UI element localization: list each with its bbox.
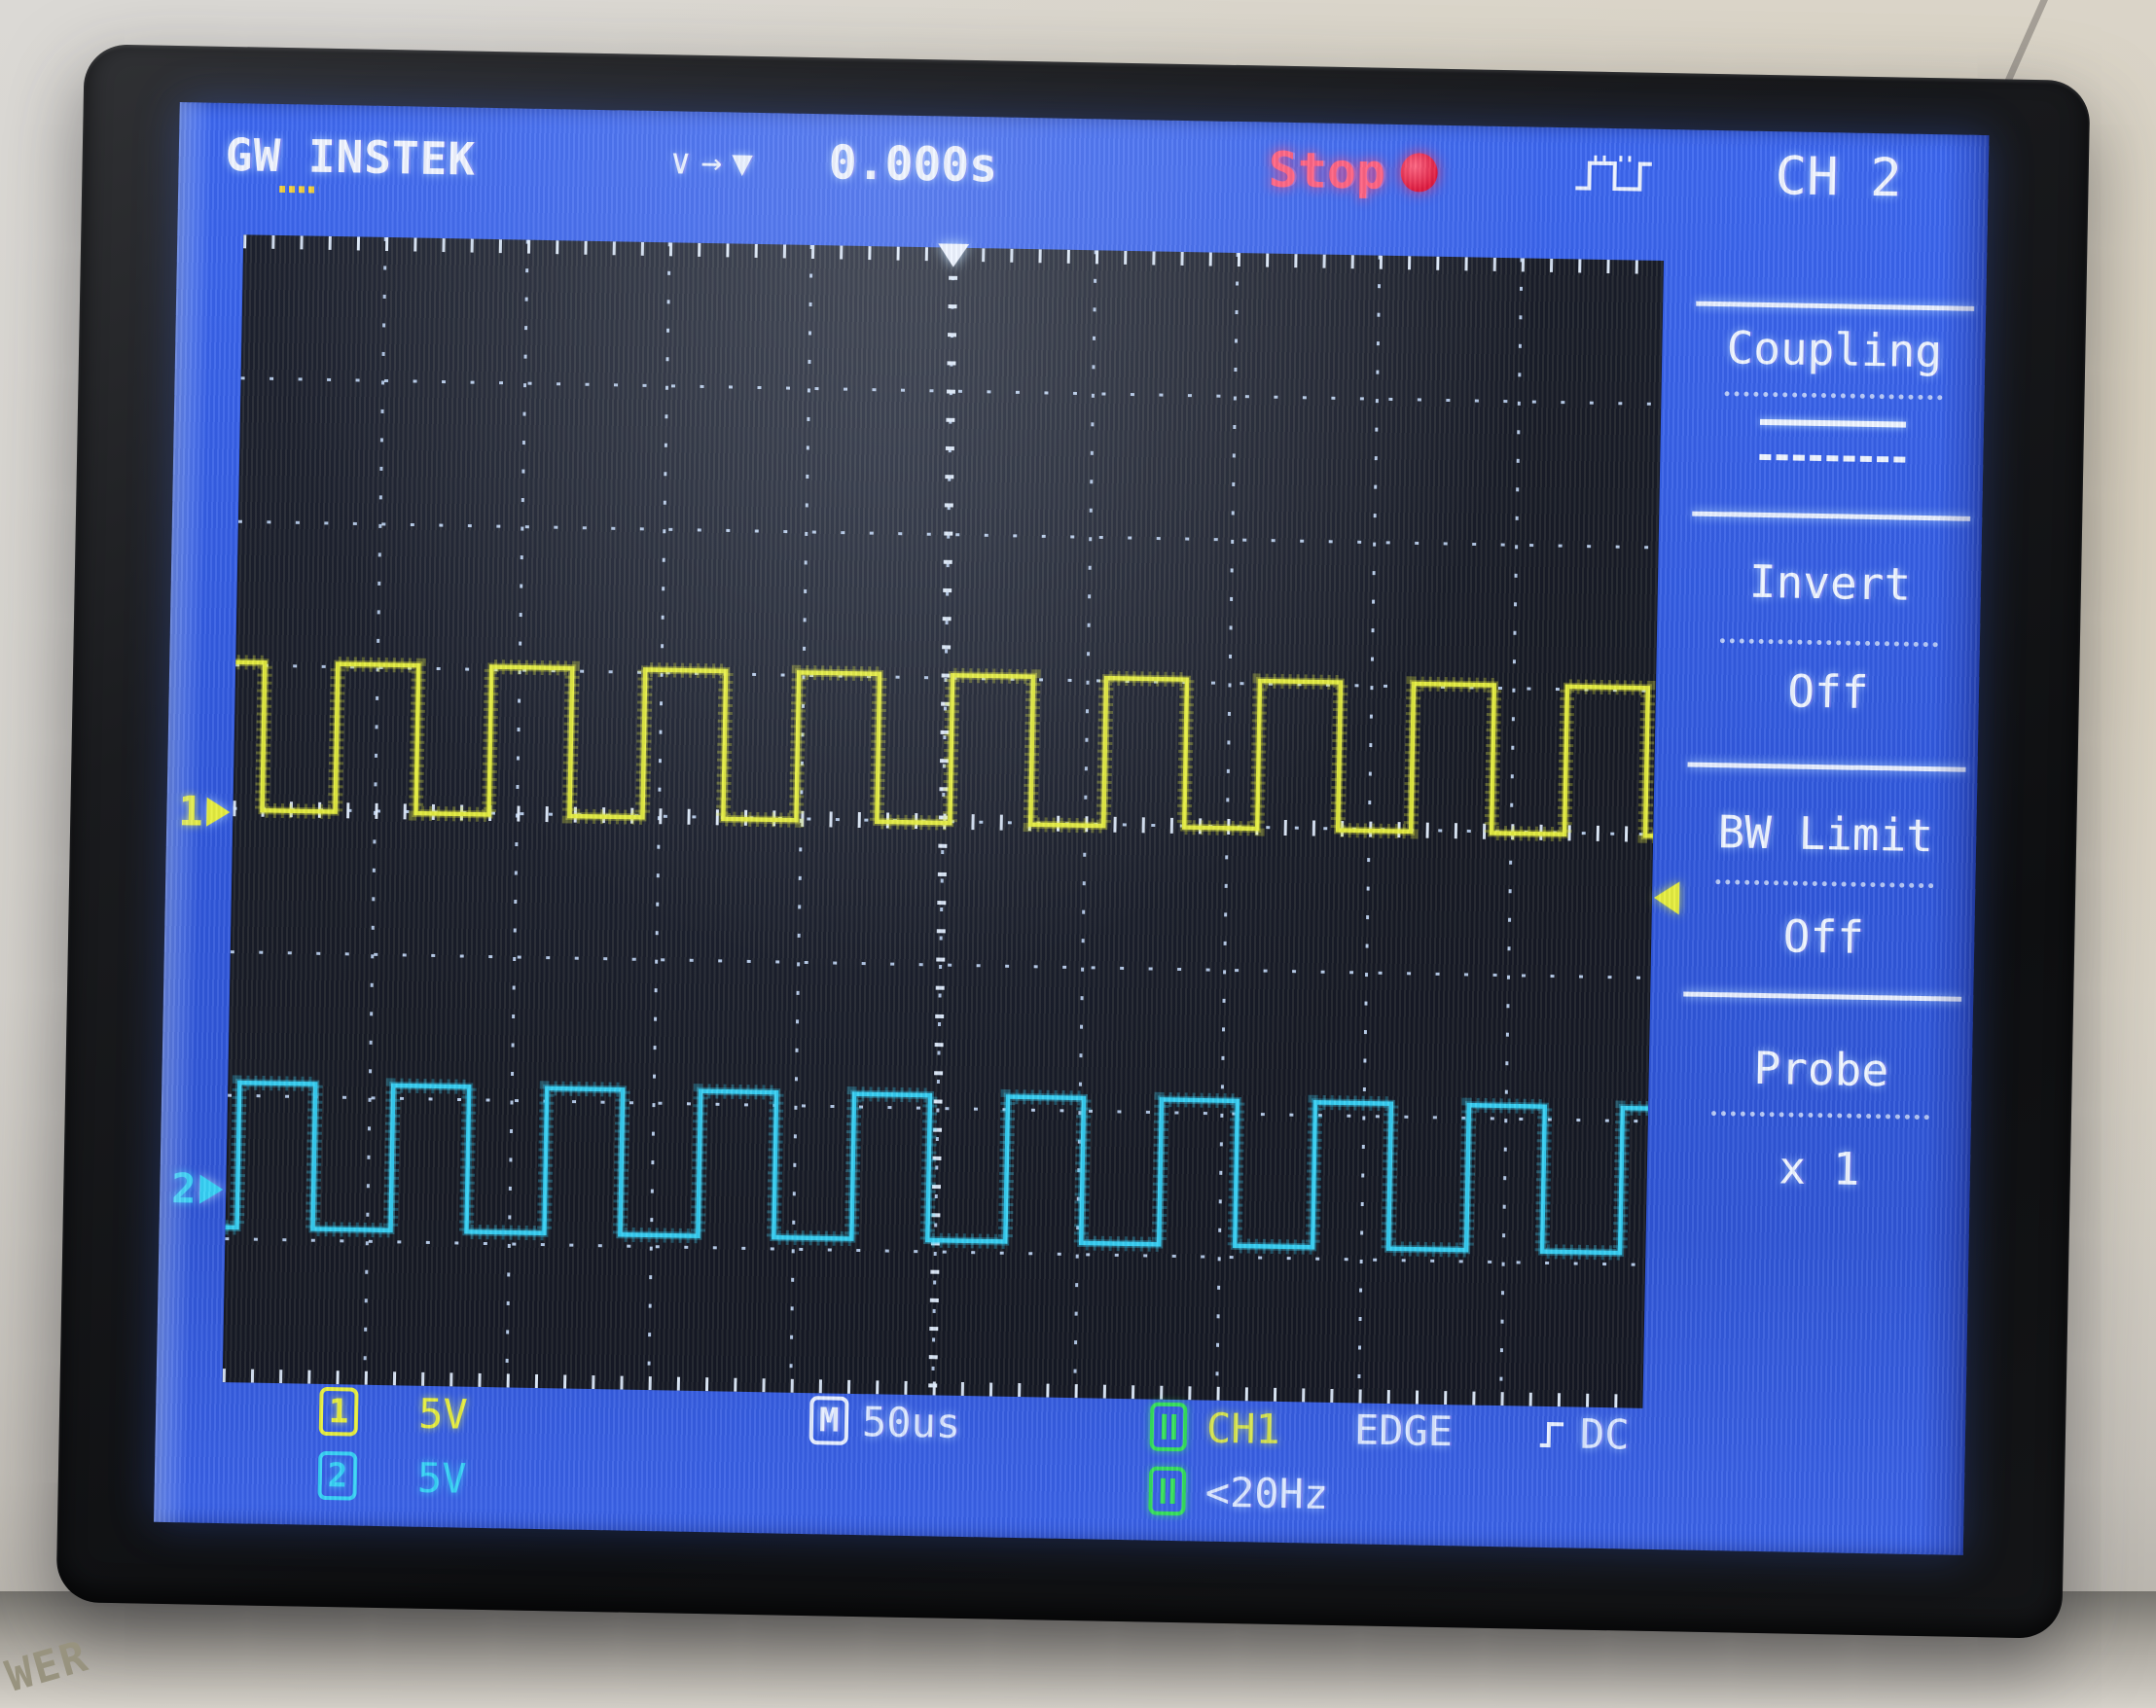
menu-value-probe[interactable]: x 1 bbox=[1778, 1141, 1861, 1195]
menu-separator bbox=[1683, 991, 1961, 1002]
ch2-scale-readout: 2 5V bbox=[317, 1450, 467, 1503]
arrow-right-icon bbox=[206, 797, 231, 827]
arrow-right-icon: → bbox=[701, 142, 733, 184]
stop-indicator-icon bbox=[1400, 153, 1439, 193]
chevron-down-icon: ∨ bbox=[669, 142, 701, 183]
menu-item-bw-limit[interactable]: BW Limit bbox=[1717, 805, 1934, 863]
trigger-type-text: EDGE bbox=[1353, 1406, 1454, 1456]
triangle-down-icon: ▼ bbox=[731, 143, 764, 185]
menu-separator bbox=[1692, 511, 1970, 521]
oscilloscope-front: GW INSTEK ∨→▼ 0.000s Stop CH 2 bbox=[55, 44, 2091, 1639]
timebase-value: 50us bbox=[861, 1397, 961, 1447]
dc-coupling-icon[interactable] bbox=[1759, 418, 1907, 463]
ch2-ground-marker: 2 bbox=[171, 1164, 224, 1213]
arrow-right-icon bbox=[199, 1174, 224, 1204]
main-timebase-badge: M bbox=[808, 1396, 849, 1445]
trigger-coupling-readout: DC bbox=[1536, 1409, 1630, 1459]
logo-yellow-underline bbox=[279, 185, 319, 194]
trigger-slope-icon bbox=[1539, 1421, 1564, 1447]
menu-dotted-separator bbox=[1720, 638, 1938, 648]
softkey-menu: Coupling Invert Off BW Limit Off Probe x… bbox=[1662, 129, 1990, 1554]
menu-dotted-separator bbox=[1715, 879, 1933, 889]
menu-value-invert[interactable]: Off bbox=[1786, 664, 1869, 719]
acquisition-state: Stop bbox=[1268, 141, 1439, 201]
trigger-frequency-text: <20Hz bbox=[1204, 1468, 1329, 1518]
logo-instek: INSTEK bbox=[307, 129, 477, 186]
timebase-readout: M 50us bbox=[808, 1396, 961, 1447]
trigger-indicator-icons: ∨→▼ bbox=[669, 142, 763, 184]
ch2-badge: 2 bbox=[317, 1450, 358, 1501]
status-row-1: 1 5V M 50us CH1 EDGE DC bbox=[155, 1384, 1965, 1481]
trigger-source-readout: CH1 bbox=[1149, 1402, 1281, 1453]
graticule bbox=[222, 234, 1665, 1408]
trigger-source-icon bbox=[1149, 1402, 1188, 1452]
ch2-marker-number: 2 bbox=[170, 1164, 198, 1213]
oscilloscope-screen: GW INSTEK ∨→▼ 0.000s Stop CH 2 bbox=[154, 102, 1990, 1555]
trigger-type-label: EDGE bbox=[1354, 1406, 1454, 1455]
ch1-badge: 1 bbox=[318, 1386, 359, 1437]
trigger-frequency-readout: <20Hz bbox=[1148, 1466, 1329, 1518]
ch1-scale-readout: 1 5V bbox=[318, 1386, 469, 1439]
top-status-bar: GW INSTEK ∨→▼ 0.000s Stop CH 2 bbox=[177, 102, 1989, 267]
ch1-ground-marker: 1 bbox=[178, 788, 231, 836]
acquisition-state-label: Stop bbox=[1268, 141, 1386, 200]
logo-w: W bbox=[252, 128, 281, 182]
trigger-position-marker bbox=[937, 243, 970, 267]
ch2-volts-per-div: 5V bbox=[416, 1453, 467, 1503]
dc-coupling-mini-icon bbox=[372, 1412, 405, 1413]
trigger-squarewave-icon bbox=[1571, 151, 1656, 201]
menu-item-probe[interactable]: Probe bbox=[1753, 1041, 1889, 1097]
menu-dotted-separator bbox=[1724, 391, 1943, 401]
waveform-plot bbox=[222, 234, 1665, 1408]
brand-logo: GW INSTEK bbox=[225, 127, 477, 194]
trigger-coupling-text: DC bbox=[1579, 1409, 1630, 1459]
menu-separator bbox=[1687, 762, 1966, 772]
logo-g: G bbox=[225, 127, 254, 182]
ch1-volts-per-div: 5V bbox=[417, 1389, 469, 1439]
menu-item-coupling[interactable]: Coupling bbox=[1726, 321, 1943, 378]
menu-value-bw-limit[interactable]: Off bbox=[1782, 909, 1865, 964]
menu-item-invert[interactable]: Invert bbox=[1748, 554, 1912, 611]
frequency-counter-icon bbox=[1148, 1466, 1187, 1516]
menu-separator bbox=[1696, 301, 1974, 311]
menu-dotted-separator bbox=[1711, 1111, 1929, 1121]
ch1-marker-number: 1 bbox=[177, 787, 204, 836]
trigger-source-label: CH1 bbox=[1205, 1404, 1281, 1453]
trigger-delay-readout: 0.000s bbox=[828, 135, 998, 194]
